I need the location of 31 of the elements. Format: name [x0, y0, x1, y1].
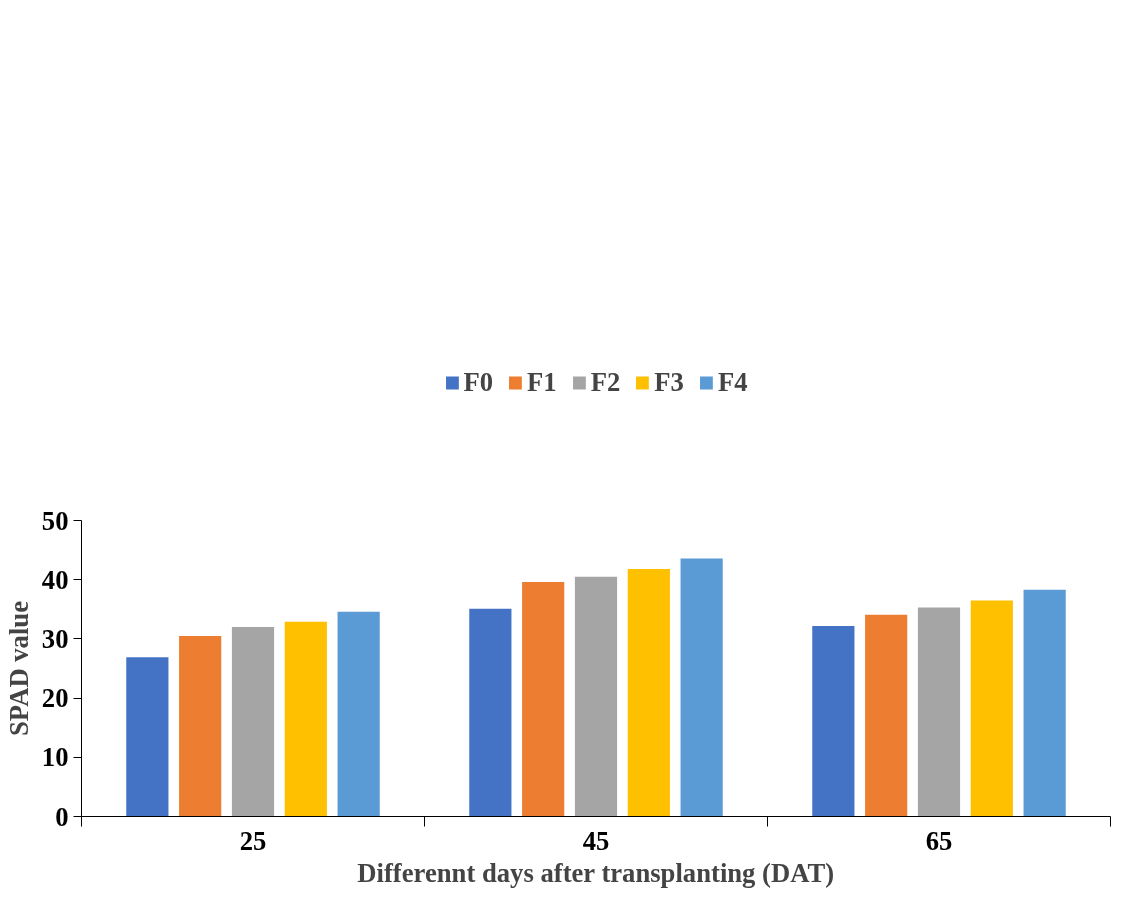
- legend-label: F0: [463, 366, 494, 398]
- bar: [231, 627, 275, 817]
- x-axis-title: Differennt days after transplanting (DAT): [357, 857, 835, 888]
- x-tick-label: 65: [925, 825, 953, 856]
- bar: [627, 569, 670, 817]
- bar: [522, 582, 565, 817]
- y-tick-label: 10: [41, 742, 69, 773]
- legend-label: F1: [527, 366, 557, 398]
- bar: [574, 576, 618, 817]
- y-tick-label: 20: [41, 683, 69, 714]
- y-axis-title: SPAD value: [3, 600, 34, 737]
- legend-label: F3: [654, 366, 684, 398]
- bar: [865, 614, 908, 817]
- bar: [970, 600, 1013, 817]
- bar: [179, 635, 222, 817]
- legend-label: F4: [717, 366, 748, 398]
- bar: [1023, 589, 1066, 817]
- x-tick-label: 25: [239, 825, 267, 856]
- bar: [812, 625, 855, 817]
- bar: [469, 608, 512, 817]
- bar: [917, 607, 961, 817]
- bar: [126, 657, 169, 817]
- x-tick-label: 45: [582, 825, 610, 856]
- bar: [284, 621, 327, 817]
- y-tick-label: 0: [55, 801, 69, 832]
- y-tick-label: 50: [41, 505, 69, 536]
- bar: [680, 558, 723, 817]
- legend-label: F2: [590, 366, 621, 398]
- bar: [337, 611, 380, 817]
- y-tick-label: 30: [41, 623, 69, 654]
- y-tick-label: 40: [41, 564, 69, 595]
